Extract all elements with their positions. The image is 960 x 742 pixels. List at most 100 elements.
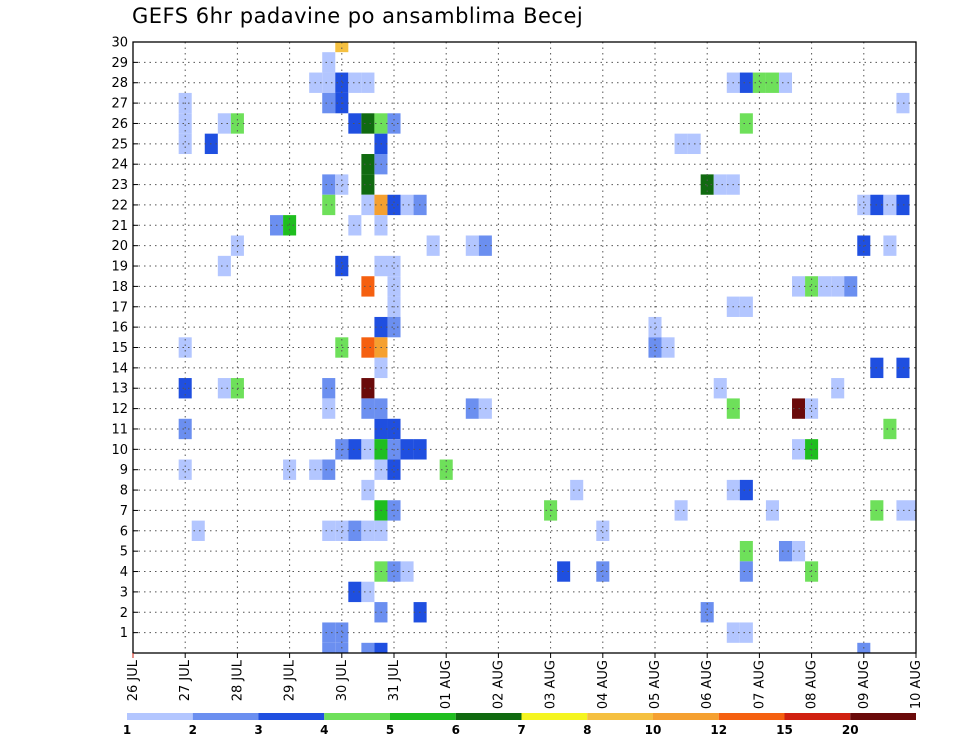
heatmap-cell (335, 42, 349, 53)
y-tick-label: 13 (111, 382, 128, 397)
heatmap-cell (883, 235, 897, 256)
heatmap-cell (739, 622, 753, 643)
heatmap-cell (348, 215, 362, 236)
x-tick-label: 10 AUG (909, 660, 924, 709)
heatmap-cell (374, 642, 388, 653)
heatmap-cell (178, 337, 192, 358)
y-tick-label: 9 (120, 463, 128, 478)
heatmap-cell (400, 439, 414, 460)
y-tick-label: 18 (111, 280, 128, 295)
heatmap-cell (896, 357, 910, 379)
heatmap-cell (335, 255, 349, 277)
x-tick-label: 01 AUG (439, 660, 454, 709)
heatmap-cell (322, 174, 336, 195)
heatmap-cell (570, 479, 584, 501)
y-tick-label: 20 (111, 239, 128, 254)
heatmap-cell (557, 561, 571, 582)
x-tick-label: 07 AUG (752, 660, 767, 709)
heatmap-cell (348, 72, 362, 93)
heatmap-cell (700, 602, 714, 623)
heatmap-cell (713, 378, 727, 399)
heatmap-cell (335, 337, 349, 358)
y-tick-label: 3 (120, 585, 128, 600)
heatmap-cell (387, 255, 401, 277)
y-tick-label: 27 (111, 97, 128, 112)
heatmap-cell (674, 500, 688, 521)
heatmap-cell (400, 561, 414, 582)
legend-swatch (850, 713, 916, 720)
y-tick-label: 5 (120, 545, 128, 560)
x-tick-label: 05 AUG (648, 660, 663, 709)
heatmap-cell (361, 72, 375, 93)
heatmap-cell (739, 479, 753, 501)
heatmap-cell (322, 459, 336, 480)
heatmap-cell (335, 72, 349, 93)
legend-label: 5 (386, 723, 394, 737)
y-tick-label: 17 (111, 300, 128, 315)
y-tick-label: 23 (111, 178, 128, 193)
heatmap-cell (883, 418, 897, 440)
legend-swatch (455, 713, 522, 720)
heatmap-cell (739, 561, 753, 582)
heatmap-cell (909, 500, 916, 521)
y-tick-label: 22 (111, 198, 128, 213)
heatmap-cell (322, 72, 336, 93)
legend-swatch (587, 713, 653, 720)
legend-swatch (258, 713, 325, 720)
heatmap-cell (648, 316, 662, 338)
x-tick-label: 29 JUL (283, 659, 298, 701)
heatmap-cell (844, 276, 858, 297)
heatmap-cell (230, 113, 244, 134)
y-tick-label: 19 (111, 260, 128, 275)
legend-label: 8 (583, 723, 591, 737)
axis-ticks (132, 41, 917, 658)
heatmap-cell (465, 398, 479, 419)
heatmap-cell (361, 174, 375, 195)
heatmap-cell (191, 520, 205, 541)
heatmap-cell (322, 52, 336, 73)
heatmap-cell (896, 194, 910, 216)
heatmap-cell (883, 194, 897, 216)
heatmap-cell (805, 276, 819, 297)
heatmap-cell (387, 194, 401, 216)
legend-swatch (127, 713, 193, 720)
heatmap-cell (818, 276, 832, 297)
heatmap-cell (335, 622, 349, 643)
legend-label: 15 (776, 723, 793, 737)
y-tick-label: 7 (120, 504, 128, 519)
heatmap-cell (778, 540, 793, 562)
heatmap-cell (335, 174, 349, 195)
heatmap-cell (400, 194, 414, 216)
heatmap-cell (322, 378, 336, 399)
heatmap-cell (857, 194, 871, 216)
heatmap-cell (361, 439, 375, 460)
legend-label: 4 (320, 723, 328, 737)
y-tick-label: 4 (120, 565, 128, 580)
heatmap-cell (217, 378, 231, 399)
heatmap-cell (739, 113, 753, 134)
x-tick-label: 08 AUG (805, 660, 820, 709)
heatmap-cell (739, 72, 753, 93)
heatmap-cell (426, 235, 440, 256)
heatmap-cell (348, 113, 362, 134)
legend-swatch (521, 713, 588, 720)
x-tick-label: 02 AUG (491, 660, 506, 709)
y-tick-label: 16 (111, 321, 128, 336)
legend-swatch (192, 713, 259, 720)
heatmap-cell (361, 154, 375, 175)
heatmap-cell (178, 418, 192, 440)
heatmap-cell (648, 337, 662, 358)
grid-lines (133, 42, 916, 653)
heatmap-cell (739, 540, 753, 562)
legend-swatch (718, 713, 785, 720)
x-tick-label: 04 AUG (596, 660, 611, 709)
legend-label: 20 (842, 723, 859, 737)
color-legend: 1 2 3 4 5 6 7 8 10 12 15 20 (123, 713, 916, 737)
x-tick-label: 26 JUL (126, 659, 141, 701)
legend-label: 2 (189, 723, 197, 737)
heatmap-cell (230, 378, 244, 399)
y-tick-label: 6 (120, 524, 128, 539)
heatmap-cell (674, 133, 688, 155)
heatmap-cell (348, 581, 362, 603)
chart-title: GEFS 6hr padavine po ansamblima Becej (132, 4, 584, 28)
